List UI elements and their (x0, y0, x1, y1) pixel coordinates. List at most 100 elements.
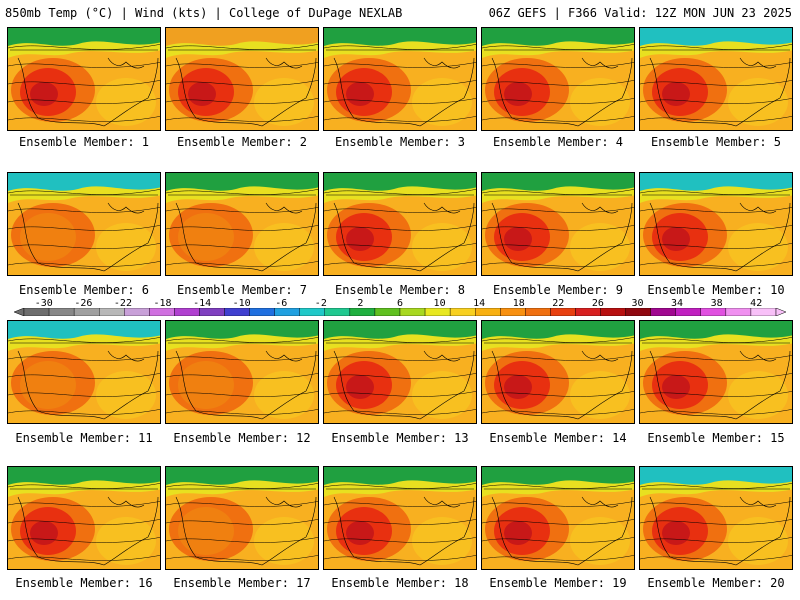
header: 850mb Temp (°C) | Wind (kts) | College o… (0, 0, 800, 24)
ensemble-map-panel (639, 27, 793, 131)
colorbar-swatch (424, 308, 451, 316)
colorbar-tick-label: 22 (552, 298, 565, 309)
temperature-map (8, 173, 160, 275)
ensemble-map-panel (165, 27, 319, 131)
temperature-map (482, 467, 634, 569)
colorbar-swatch (174, 308, 200, 316)
colorbar-tick-label: 2 (357, 298, 364, 309)
temperature-map (640, 321, 792, 423)
ensemble-map-panel (165, 466, 319, 570)
colorbar-tick-label: 38 (710, 298, 723, 309)
colorbar-swatch (399, 308, 426, 316)
colorbar-tick-label: -18 (153, 298, 172, 309)
colorbar-scale (14, 308, 786, 316)
ensemble-map-panel (7, 320, 161, 424)
colorbar-swatch (224, 308, 250, 316)
member-label: Ensemble Member: 16 (15, 576, 153, 590)
temperature-map (324, 321, 476, 423)
ensemble-map-panel (165, 320, 319, 424)
colorbar-tick-label: 26 (591, 298, 604, 309)
member-label: Ensemble Member: 2 (176, 135, 308, 149)
colorbar-labels: -30 -26 -22 -18 -14 -10 -6 -2 2 6 10 14 18 22 26 30 34 38… (14, 298, 786, 309)
member-label: Ensemble Member: 19 (489, 576, 627, 590)
colorbar-tick-label: -10 (232, 298, 251, 309)
temperature-map (640, 173, 792, 275)
colorbar-tick-label: -30 (34, 298, 53, 309)
ensemble-map-panel (323, 27, 477, 131)
temperature-map (640, 467, 792, 569)
ensemble-map-panel (7, 466, 161, 570)
colorbar-tick-label: 34 (671, 298, 684, 309)
member-label: Ensemble Member: 1 (18, 135, 150, 149)
member-label: Ensemble Member: 17 (173, 576, 311, 590)
colorbar-swatch (575, 308, 601, 316)
temperature-map (482, 173, 634, 275)
colorbar-swatch (725, 308, 752, 316)
member-label: Ensemble Member: 7 (176, 283, 308, 297)
temperature-map (482, 321, 634, 423)
colorbar-swatch (249, 308, 275, 316)
temperature-map (324, 467, 476, 569)
colorbar-tick-label: -2 (314, 298, 327, 309)
ensemble-map-panel (323, 320, 477, 424)
colorbar-swatch (449, 308, 476, 316)
colorbar-swatch (23, 308, 50, 316)
colorbar-swatch (374, 308, 401, 316)
member-label: Ensemble Member: 11 (15, 431, 153, 445)
member-label: Ensemble Member: 5 (650, 135, 782, 149)
colorbar-swatch (98, 308, 125, 316)
temperature-map (166, 28, 318, 130)
ensemble-map-panel (165, 172, 319, 276)
ensemble-map-panel (639, 320, 793, 424)
colorbar-swatch (550, 308, 576, 316)
temperature-map (8, 467, 160, 569)
colorbar-swatch (650, 308, 676, 316)
temperature-map (8, 28, 160, 130)
temperature-map (8, 321, 160, 423)
temperature-map (324, 173, 476, 275)
colorbar-swatch (274, 308, 300, 316)
colorbar-swatch (124, 308, 150, 316)
member-label: Ensemble Member: 20 (647, 576, 785, 590)
colorbar-swatch (324, 308, 351, 316)
ensemble-map-panel (323, 172, 477, 276)
colorbar-tick-label: 30 (631, 298, 644, 309)
member-label: Ensemble Member: 3 (334, 135, 466, 149)
colorbar-tick-label: -22 (113, 298, 132, 309)
temperature-map (166, 467, 318, 569)
colorbar-swatch (299, 308, 326, 316)
member-label: Ensemble Member: 10 (647, 283, 785, 297)
colorbar-swatch (48, 308, 75, 316)
product-title: 850mb Temp (°C) | Wind (kts) | College o… (5, 6, 403, 20)
colorbar-tick-label: 14 (473, 298, 486, 309)
colorbar-tick-label: -6 (275, 298, 288, 309)
colorbar-tick-label: 42 (750, 298, 763, 309)
colorbar-swatch (600, 308, 626, 316)
member-label: Ensemble Member: 13 (331, 431, 469, 445)
temperature-map (324, 28, 476, 130)
member-label: Ensemble Member: 4 (492, 135, 624, 149)
member-label: Ensemble Member: 14 (489, 431, 627, 445)
ensemble-map-panel (323, 466, 477, 570)
member-label: Ensemble Member: 8 (334, 283, 466, 297)
colorbar-swatch (500, 308, 526, 316)
colorbar-tick-label: 6 (396, 298, 404, 309)
colorbar-tick-label: 18 (512, 298, 525, 309)
temperature-colorbar: -30 -26 -22 -18 -14 -10 -6 -2 2 6 10 14 18 22 26 30 34 38… (14, 298, 786, 318)
colorbar-swatch (700, 308, 727, 316)
colorbar-arrow-left (14, 308, 25, 316)
valid-time: 06Z GEFS | F366 Valid: 12Z MON JUN 23 20… (488, 6, 792, 20)
colorbar-swatch (149, 308, 175, 316)
ensemble-map-panel (7, 172, 161, 276)
ensemble-map-panel (7, 27, 161, 131)
temperature-map (640, 28, 792, 130)
colorbar-tick-label: -26 (74, 298, 93, 309)
colorbar-swatch (475, 308, 501, 316)
colorbar-swatch (750, 308, 777, 316)
member-label: Ensemble Member: 15 (647, 431, 785, 445)
colorbar-swatch (625, 308, 651, 316)
colorbar-swatch (525, 308, 551, 316)
member-label: Ensemble Member: 6 (18, 283, 150, 297)
colorbar-tick-label: 10 (433, 298, 446, 309)
colorbar-swatch (73, 308, 100, 316)
